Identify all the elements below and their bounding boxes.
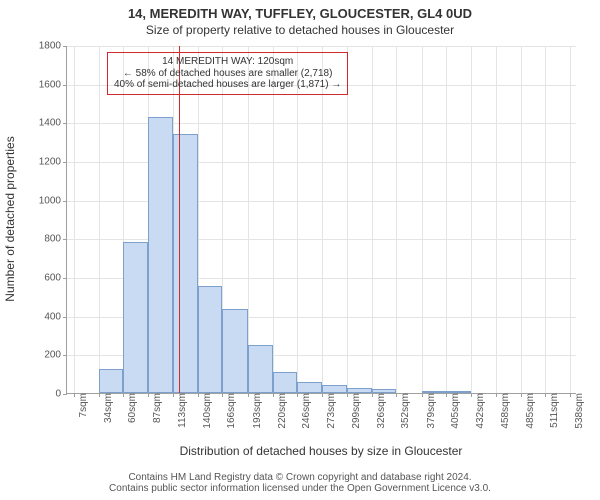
xtick-label: 193sqm bbox=[248, 393, 263, 429]
gridline-vertical bbox=[248, 46, 249, 393]
histogram-bar bbox=[198, 286, 222, 393]
gridline-vertical bbox=[273, 46, 274, 393]
xtick-label: 87sqm bbox=[148, 393, 163, 423]
gridline-vertical bbox=[496, 46, 497, 393]
gridline-vertical bbox=[297, 46, 298, 393]
xtick-label: 60sqm bbox=[123, 393, 138, 423]
x-axis-title: Distribution of detached houses by size … bbox=[66, 444, 576, 458]
gridline-vertical bbox=[372, 46, 373, 393]
ytick-label: 600 bbox=[44, 273, 67, 284]
histogram-bar bbox=[173, 134, 198, 393]
xtick-label: 405sqm bbox=[446, 393, 461, 429]
xtick-label: 273sqm bbox=[322, 393, 337, 429]
gridline-vertical bbox=[347, 46, 348, 393]
histogram-bar bbox=[99, 369, 123, 393]
chart-footer: Contains HM Land Registry data © Crown c… bbox=[0, 472, 600, 494]
xtick-label: 246sqm bbox=[297, 393, 312, 429]
xtick-label: 352sqm bbox=[396, 393, 411, 429]
xtick-label: 140sqm bbox=[198, 393, 213, 429]
xtick-label: 379sqm bbox=[422, 393, 437, 429]
gridline-vertical bbox=[521, 46, 522, 393]
chart-titles: 14, MEREDITH WAY, TUFFLEY, GLOUCESTER, G… bbox=[0, 6, 600, 37]
annotation-line: 14 MEREDITH WAY: 120sqm bbox=[114, 56, 341, 68]
chart-title-line2: Size of property relative to detached ho… bbox=[0, 23, 600, 37]
ytick-label: 1400 bbox=[39, 118, 67, 129]
xtick-label: 113sqm bbox=[173, 393, 188, 428]
histogram-bar bbox=[372, 389, 396, 393]
histogram-bar bbox=[322, 385, 346, 393]
xtick-label: 299sqm bbox=[347, 393, 362, 429]
gridline-vertical bbox=[570, 46, 571, 393]
gridline-vertical bbox=[471, 46, 472, 393]
xtick-label: 220sqm bbox=[273, 393, 288, 429]
histogram-bar bbox=[347, 388, 372, 393]
xtick-label: 7sqm bbox=[74, 393, 89, 417]
reference-line bbox=[179, 46, 180, 393]
xtick-label: 511sqm bbox=[545, 393, 560, 428]
histogram-bar bbox=[273, 372, 297, 393]
histogram-bar bbox=[422, 391, 446, 393]
plot-area: 0200400600800100012001400160018007sqm34s… bbox=[66, 46, 576, 394]
footer-line2: Contains public sector information licen… bbox=[0, 483, 600, 494]
ytick-label: 800 bbox=[44, 234, 67, 245]
annotation-line: ← 58% of detached houses are smaller (2,… bbox=[114, 68, 341, 80]
histogram-bar bbox=[297, 382, 322, 393]
xtick-label: 432sqm bbox=[471, 393, 486, 429]
xtick-label: 538sqm bbox=[570, 393, 585, 429]
histogram-bar bbox=[222, 309, 247, 393]
annotation-line: 40% of semi-detached houses are larger (… bbox=[114, 79, 341, 91]
histogram-bar bbox=[446, 391, 471, 393]
gridline-vertical bbox=[422, 46, 423, 393]
ytick-label: 1000 bbox=[39, 195, 67, 206]
xtick-label: 326sqm bbox=[372, 393, 387, 429]
ytick-label: 1200 bbox=[39, 157, 67, 168]
ytick-label: 0 bbox=[55, 389, 67, 400]
chart-container: 14, MEREDITH WAY, TUFFLEY, GLOUCESTER, G… bbox=[0, 0, 600, 500]
chart-title-line1: 14, MEREDITH WAY, TUFFLEY, GLOUCESTER, G… bbox=[0, 6, 600, 21]
gridline-vertical bbox=[446, 46, 447, 393]
xtick-label: 458sqm bbox=[496, 393, 511, 429]
ytick-label: 1800 bbox=[39, 41, 67, 52]
footer-line1: Contains HM Land Registry data © Crown c… bbox=[0, 472, 600, 483]
xtick-label: 166sqm bbox=[222, 393, 237, 429]
gridline-vertical bbox=[99, 46, 100, 393]
histogram-bar bbox=[123, 242, 148, 393]
ytick-label: 200 bbox=[44, 350, 67, 361]
annotation-box: 14 MEREDITH WAY: 120sqm← 58% of detached… bbox=[107, 52, 348, 95]
gridline-vertical bbox=[545, 46, 546, 393]
gridline-vertical bbox=[396, 46, 397, 393]
ytick-label: 1600 bbox=[39, 79, 67, 90]
histogram-bar bbox=[148, 117, 172, 393]
xtick-label: 34sqm bbox=[99, 393, 114, 423]
xtick-label: 485sqm bbox=[521, 393, 536, 429]
gridline-vertical bbox=[74, 46, 75, 393]
histogram-bar bbox=[248, 345, 273, 393]
ytick-label: 400 bbox=[44, 311, 67, 322]
gridline-vertical bbox=[322, 46, 323, 393]
